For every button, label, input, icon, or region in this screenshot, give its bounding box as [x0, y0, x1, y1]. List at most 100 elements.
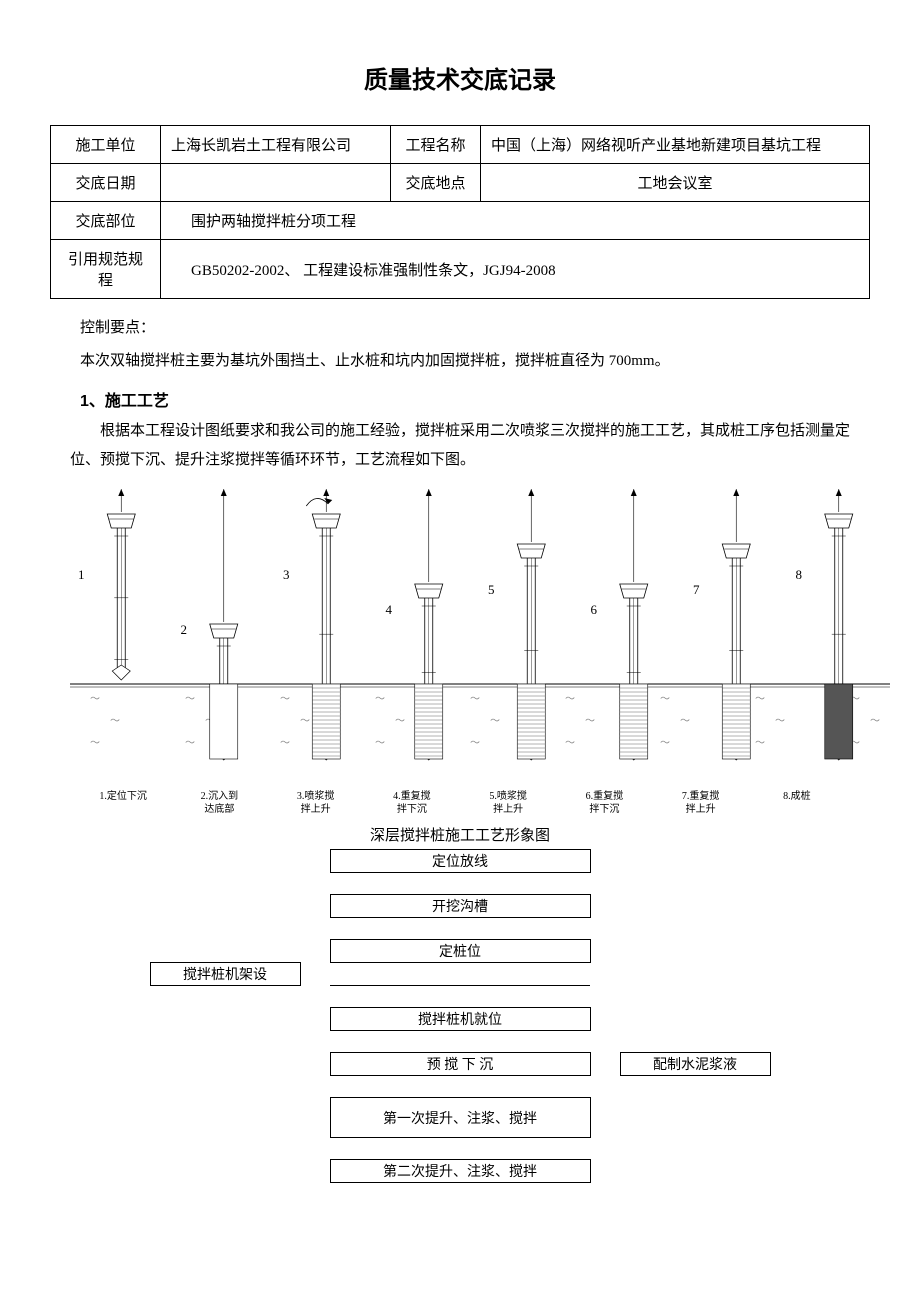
flow-connector	[590, 1098, 620, 1138]
svg-text:～: ～	[375, 694, 385, 705]
svg-text:～: ～	[870, 716, 880, 727]
svg-text:6: 6	[591, 602, 598, 617]
flow-cell	[330, 1076, 590, 1098]
flow-cell	[620, 1138, 770, 1160]
flow-cell: 搅拌桩机就位	[330, 1008, 590, 1031]
flow-connector	[300, 850, 330, 873]
flow-cell	[330, 1031, 590, 1053]
label-date: 交底日期	[51, 164, 161, 202]
flow-cell	[150, 1076, 300, 1098]
info-table: 施工单位 上海长凯岩土工程有限公司 工程名称 中国（上海）网络视听产业基地新建项…	[50, 125, 870, 299]
svg-text:8: 8	[796, 567, 803, 582]
svg-text:4: 4	[386, 602, 393, 617]
flow-connector	[300, 986, 330, 1008]
flow-connector	[590, 1031, 620, 1053]
flow-cell: 预 搅 下 沉	[330, 1053, 590, 1076]
flow-cell	[150, 940, 300, 963]
flow-connector	[590, 1076, 620, 1098]
value-project: 中国（上海）网络视听产业基地新建项目基坑工程	[481, 126, 870, 164]
flow-connector	[300, 1098, 330, 1138]
svg-text:～: ～	[470, 694, 480, 705]
svg-text:～: ～	[280, 694, 290, 705]
diagram-caption: 5.喷浆搅拌上升	[460, 790, 556, 816]
flow-cell	[150, 986, 300, 1008]
flow-connector	[300, 918, 330, 940]
flow-cell	[620, 986, 770, 1008]
svg-text:～: ～	[565, 694, 575, 705]
flow-cell	[620, 1098, 770, 1138]
flow-cell	[620, 895, 770, 918]
flow-connector	[590, 895, 620, 918]
svg-text:3: 3	[283, 567, 290, 582]
svg-text:～: ～	[660, 738, 670, 749]
label-location: 交底地点	[391, 164, 481, 202]
svg-text:～: ～	[585, 716, 595, 727]
flow-cell	[620, 1008, 770, 1031]
label-spec: 引用规范规程	[51, 240, 161, 299]
flow-connector	[590, 1008, 620, 1031]
flow-connector	[590, 986, 620, 1008]
page-title: 质量技术交底记录	[50, 60, 870, 95]
value-location: 工地会议室	[481, 164, 870, 202]
control-heading: 控制要点：	[80, 314, 870, 343]
flow-cell	[620, 1160, 770, 1183]
value-part: 围护两轴搅拌桩分项工程	[161, 202, 870, 240]
flow-connector	[590, 1138, 620, 1160]
svg-text:～: ～	[185, 694, 195, 705]
flow-cell	[620, 963, 770, 986]
flow-cell	[150, 1053, 300, 1076]
diagram-caption: 7.重复搅拌上升	[653, 790, 749, 816]
caption-row: 1.定位下沉2.沉入到达底部3.喷浆搅拌上升4.重复搅拌下沉5.喷浆搅拌上升6.…	[70, 790, 850, 816]
svg-text:～: ～	[395, 716, 405, 727]
flow-connector	[590, 918, 620, 940]
svg-text:～: ～	[755, 694, 765, 705]
control-text: 本次双轴搅拌桩主要为基坑外围挡土、止水桩和坑内加固搅拌桩，搅拌桩直径为 700m…	[80, 347, 870, 376]
flow-cell	[330, 963, 590, 986]
svg-text:～: ～	[90, 694, 100, 705]
flow-cell	[330, 986, 590, 1008]
label-part: 交底部位	[51, 202, 161, 240]
drill-svg: ～～～～～～～～～～～～～～～～～～～～～～～～～～～12345678	[70, 484, 890, 784]
flow-connector	[590, 963, 620, 986]
flow-connector	[300, 1008, 330, 1031]
flow-connector	[590, 873, 620, 895]
flow-cell	[620, 873, 770, 895]
flow-cell	[150, 895, 300, 918]
diagram-caption: 2.沉入到达底部	[171, 790, 267, 816]
svg-text:～: ～	[565, 738, 575, 749]
section1-para: 根据本工程设计图纸要求和我公司的施工经验，搅拌桩采用二次喷浆三次搅拌的施工工艺，…	[70, 417, 870, 474]
flow-cell	[620, 940, 770, 963]
flow-connector	[300, 1076, 330, 1098]
svg-text:～: ～	[470, 738, 480, 749]
diagram-caption: 8.成桩	[749, 790, 845, 816]
diagram-caption: 4.重复搅拌下沉	[364, 790, 460, 816]
flow-cell	[620, 918, 770, 940]
flow-cell: 定桩位	[330, 940, 590, 963]
value-unit: 上海长凯岩土工程有限公司	[161, 126, 391, 164]
flow-connector	[590, 850, 620, 873]
flow-cell	[620, 1076, 770, 1098]
svg-text:2: 2	[181, 622, 188, 637]
svg-text:7: 7	[693, 582, 700, 597]
flow-cell	[150, 1138, 300, 1160]
value-spec: GB50202-2002、 工程建设标准强制性条文，JGJ94-2008	[161, 240, 870, 299]
svg-text:～: ～	[185, 738, 195, 749]
flow-cell: 第一次提升、注浆、搅拌	[330, 1098, 590, 1138]
svg-text:～: ～	[300, 716, 310, 727]
flow-cell	[150, 1031, 300, 1053]
flow-connector	[300, 1138, 330, 1160]
flow-cell	[150, 1160, 300, 1183]
flow-connector	[300, 1160, 330, 1183]
diagram-caption: 6.重复搅拌下沉	[556, 790, 652, 816]
svg-text:～: ～	[110, 716, 120, 727]
flow-cell: 配制水泥浆液	[620, 1053, 770, 1076]
svg-text:～: ～	[680, 716, 690, 727]
flow-cell	[150, 873, 300, 895]
flow-cell: 开挖沟槽	[330, 895, 590, 918]
flow-connector	[300, 895, 330, 918]
svg-text:～: ～	[490, 716, 500, 727]
svg-text:5: 5	[488, 582, 495, 597]
section1-head: 1、施工工艺	[80, 387, 870, 411]
flow-cell	[150, 1008, 300, 1031]
svg-text:～: ～	[90, 738, 100, 749]
